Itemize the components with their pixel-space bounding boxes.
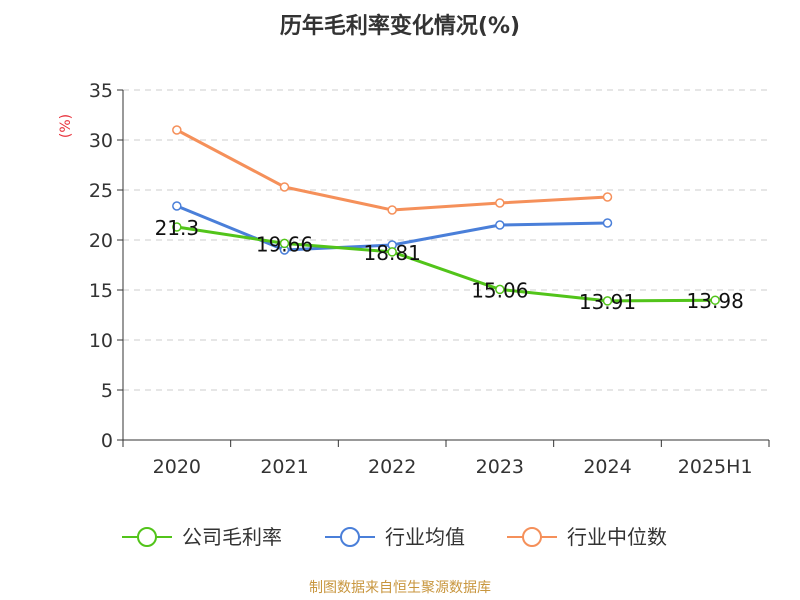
y-tick-label-5: 5 [101, 380, 113, 402]
legend-marker-2 [522, 527, 542, 547]
series-2-point-2022 [387, 205, 397, 215]
series-layer [172, 125, 720, 306]
series-0-point-2024 [602, 296, 613, 306]
x-tick-label-2020: 2020 [153, 456, 201, 478]
legend-item-0: 公司毛利率 [122, 525, 282, 549]
data-label-2025H1: 13.98 [687, 289, 744, 313]
grid-lines [123, 89, 769, 391]
series-0-point-2021 [279, 238, 290, 249]
axes: 0 5 10 15 20 25 30 35 2020 2021 2022 2023 2024 2025H1 [89, 80, 770, 478]
series-0-point-2025H1 [710, 295, 720, 305]
y-tick-label-15: 15 [89, 280, 113, 302]
y-tick-label-0: 0 [101, 430, 113, 452]
series-1-point-2023 [495, 220, 505, 230]
source-note: 制图数据来自恒生聚源数据库 [309, 580, 491, 596]
x-tick-label-2025H1: 2025H1 [678, 456, 753, 478]
series-1-point-2020 [172, 201, 182, 211]
series-2-point-2023 [495, 198, 505, 208]
series-line-2 [175, 128, 609, 212]
chart-title: 历年毛利率变化情况(%) [280, 13, 520, 39]
series-1-point-2024 [602, 218, 613, 228]
series-0-point-2020 [172, 222, 182, 232]
series-2 [172, 125, 613, 215]
y-tick-label-35: 35 [89, 80, 113, 102]
series-2-point-2020 [172, 125, 182, 135]
x-tick-label-2023: 2023 [476, 456, 524, 478]
series-0-point-2023 [495, 284, 505, 295]
series-2-point-2021 [279, 182, 290, 192]
y-tick-label-20: 20 [89, 230, 113, 252]
data-label-2024: 13.91 [579, 290, 636, 314]
legend-label-0: 公司毛利率 [182, 525, 282, 549]
data-label-2021: 19.66 [256, 232, 313, 256]
series-1 [172, 201, 613, 255]
legend-label-1: 行业均值 [385, 525, 465, 549]
legend: 公司毛利率 行业均值 行业中位数 [122, 525, 667, 549]
y-unit-label: (%) [58, 114, 74, 138]
data-label-2020: 21.3 [155, 216, 200, 240]
y-tick-label-10: 10 [89, 330, 113, 352]
y-tick-label-25: 25 [89, 180, 113, 202]
y-tick-label-30: 30 [89, 130, 113, 152]
series-0 [172, 222, 720, 306]
x-tick-label-2024: 2024 [583, 456, 631, 478]
data-label-2022: 18.81 [364, 241, 421, 265]
x-tick-label-2022: 2022 [368, 456, 416, 478]
series-2-point-2024 [602, 192, 613, 202]
data-label-2023: 15.06 [471, 278, 528, 302]
legend-label-2: 行业中位数 [567, 525, 667, 549]
legend-marker-1 [340, 527, 360, 547]
series-0-point-2022 [387, 247, 397, 257]
legend-item-2: 行业中位数 [507, 525, 667, 549]
series-line-0 [175, 225, 717, 303]
legend-item-1: 行业均值 [325, 525, 465, 549]
x-tick-label-2021: 2021 [260, 456, 308, 478]
legend-marker-0 [137, 527, 157, 547]
data-labels: 21.3 19.66 18.81 15.06 13.91 13.98 [155, 216, 744, 314]
